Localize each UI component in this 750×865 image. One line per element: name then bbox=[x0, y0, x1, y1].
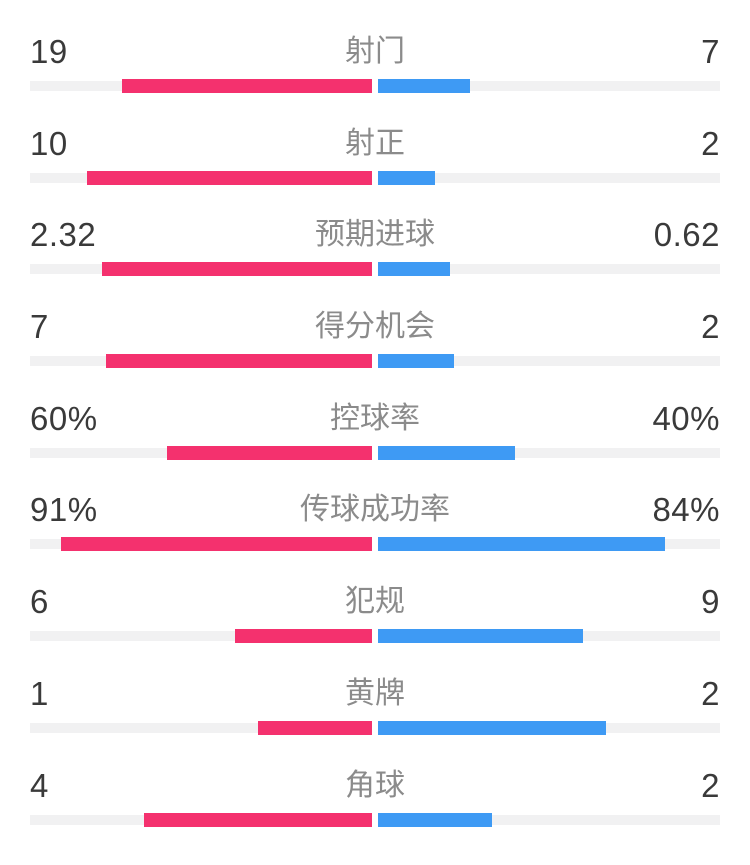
stat-label: 黄牌 bbox=[345, 676, 405, 710]
stat-bars bbox=[30, 812, 720, 827]
away-bar-track bbox=[378, 814, 720, 825]
home-bar-fill bbox=[122, 79, 372, 93]
away-bar-track bbox=[378, 172, 720, 183]
home-bar-half bbox=[30, 170, 372, 185]
home-bar-fill bbox=[87, 170, 372, 185]
stat-row-2: 10 射正 2 bbox=[30, 102, 720, 194]
home-bar-half bbox=[30, 629, 372, 644]
stat-head: 19 射门 7 bbox=[30, 34, 720, 70]
home-bar-half bbox=[30, 79, 372, 93]
away-bar-half bbox=[378, 445, 720, 460]
home-bar-fill bbox=[106, 354, 372, 369]
home-value: 2.32 bbox=[30, 216, 97, 254]
home-bar-half bbox=[30, 445, 372, 460]
away-value: 2 bbox=[701, 766, 720, 804]
away-value: 9 bbox=[701, 583, 720, 621]
away-bar-half bbox=[378, 812, 720, 827]
away-bar-half bbox=[378, 537, 720, 552]
stat-label: 控球率 bbox=[330, 401, 420, 435]
home-value: 4 bbox=[30, 766, 49, 804]
away-bar-track bbox=[378, 264, 720, 275]
stat-bars bbox=[30, 720, 720, 735]
away-bar-half bbox=[378, 79, 720, 93]
away-value: 2 bbox=[701, 124, 720, 162]
away-bar-half bbox=[378, 629, 720, 644]
stat-row-6: 91% 传球成功率 84% bbox=[30, 468, 720, 560]
stat-label: 传球成功率 bbox=[300, 493, 450, 527]
away-bar-fill bbox=[378, 170, 435, 185]
stat-row-8: 1 黄牌 2 bbox=[30, 652, 720, 744]
away-bar-fill bbox=[378, 445, 515, 460]
home-value: 19 bbox=[30, 33, 68, 70]
stat-head: 6 犯规 9 bbox=[30, 584, 720, 620]
home-bar-fill bbox=[60, 537, 372, 552]
home-value: 6 bbox=[30, 583, 49, 621]
stat-label: 得分机会 bbox=[315, 310, 435, 344]
stat-head: 4 角球 2 bbox=[30, 766, 720, 804]
away-bar-fill bbox=[378, 537, 666, 552]
home-bar-half bbox=[30, 354, 372, 369]
home-value: 1 bbox=[30, 674, 49, 712]
away-value: 2 bbox=[701, 674, 720, 712]
away-bar-half bbox=[378, 720, 720, 735]
stat-bars bbox=[30, 262, 720, 277]
stat-head: 60% 控球率 40% bbox=[30, 399, 720, 437]
stat-label: 犯规 bbox=[345, 585, 405, 619]
stat-row-4: 7 得分机会 2 bbox=[30, 285, 720, 377]
stat-bars bbox=[30, 170, 720, 185]
stat-row-3: 2.32 预期进球 0.62 bbox=[30, 193, 720, 285]
away-bar-half bbox=[378, 170, 720, 185]
away-bar-half bbox=[378, 354, 720, 369]
stat-label: 射门 bbox=[345, 35, 405, 68]
home-value: 60% bbox=[30, 399, 98, 437]
away-value: 2 bbox=[701, 308, 720, 346]
away-bar-track bbox=[378, 81, 720, 91]
stat-bars bbox=[30, 537, 720, 552]
away-value: 84% bbox=[652, 491, 720, 529]
away-bar-half bbox=[378, 262, 720, 277]
home-bar-track bbox=[30, 722, 372, 733]
home-bar-half bbox=[30, 262, 372, 277]
away-bar-track bbox=[378, 356, 720, 367]
away-bar-fill bbox=[378, 720, 606, 735]
away-bar-fill bbox=[378, 354, 454, 369]
home-bar-half bbox=[30, 812, 372, 827]
stat-bars bbox=[30, 445, 720, 460]
stat-bars bbox=[30, 79, 720, 93]
home-bar-half bbox=[30, 537, 372, 552]
stat-row-5: 60% 控球率 40% bbox=[30, 377, 720, 469]
away-bar-fill bbox=[378, 629, 584, 644]
home-bar-track bbox=[30, 631, 372, 642]
away-bar-fill bbox=[378, 812, 492, 827]
away-bar-track bbox=[378, 447, 720, 458]
home-bar-half bbox=[30, 720, 372, 735]
stat-head: 10 射正 2 bbox=[30, 124, 720, 162]
away-value: 0.62 bbox=[653, 216, 720, 254]
home-bar-fill bbox=[258, 720, 372, 735]
stat-bars bbox=[30, 629, 720, 644]
stat-row-9: 4 角球 2 bbox=[30, 744, 720, 836]
stat-head: 2.32 预期进球 0.62 bbox=[30, 217, 720, 253]
home-value: 91% bbox=[30, 491, 98, 529]
stat-bars bbox=[30, 354, 720, 369]
stat-head: 91% 传球成功率 84% bbox=[30, 492, 720, 528]
stat-head: 1 黄牌 2 bbox=[30, 674, 720, 712]
stat-label: 角球 bbox=[345, 768, 405, 802]
home-value: 10 bbox=[30, 124, 68, 162]
stat-row-1: 19 射门 7 bbox=[30, 10, 720, 102]
stat-head: 7 得分机会 2 bbox=[30, 309, 720, 345]
home-bar-fill bbox=[235, 629, 372, 644]
away-value: 40% bbox=[652, 399, 720, 437]
match-stats-panel: 19 射门 7 10 射正 2 bbox=[30, 10, 720, 836]
away-bar-fill bbox=[378, 262, 451, 277]
home-value: 7 bbox=[30, 308, 49, 346]
away-bar-fill bbox=[378, 79, 471, 93]
stat-row-7: 6 犯规 9 bbox=[30, 560, 720, 652]
home-bar-fill bbox=[166, 445, 372, 460]
stat-label: 射正 bbox=[345, 126, 405, 160]
stat-label: 预期进球 bbox=[315, 218, 435, 252]
home-bar-fill bbox=[102, 262, 372, 277]
away-value: 7 bbox=[701, 33, 720, 70]
home-bar-fill bbox=[144, 812, 372, 827]
